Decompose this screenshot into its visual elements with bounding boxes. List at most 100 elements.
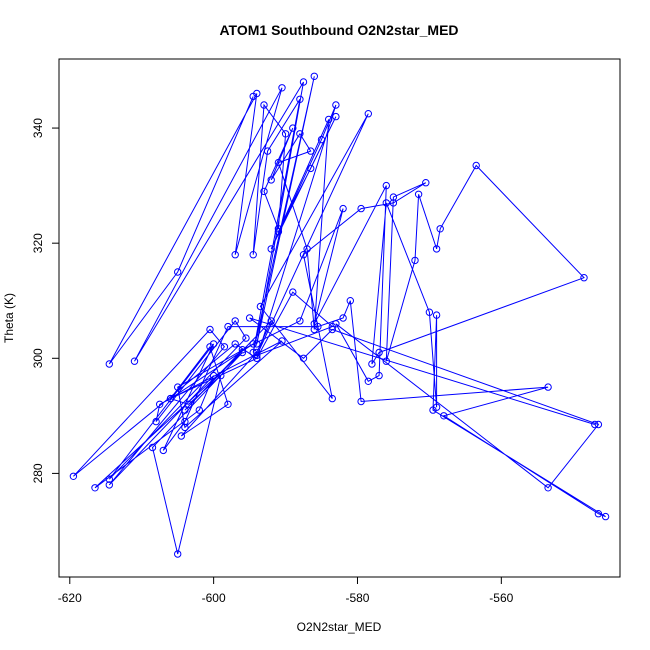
data-point <box>274 225 283 233</box>
data-point <box>289 288 297 296</box>
data-point <box>432 245 441 253</box>
y-axis: 280 300 320 340 <box>31 118 60 483</box>
data-point <box>238 348 247 357</box>
data-point <box>253 354 261 362</box>
data-point <box>307 164 315 173</box>
data-point <box>580 274 588 282</box>
data-point <box>174 268 182 276</box>
data-point <box>253 348 261 357</box>
x-tick-label: -620 <box>58 591 82 605</box>
data-point <box>296 95 304 104</box>
data-point <box>332 320 340 328</box>
data-point <box>209 371 218 380</box>
data-point <box>432 311 441 319</box>
data-point <box>69 472 78 480</box>
data-point <box>91 484 99 492</box>
x-axis-label: O2N2star_MED <box>297 620 382 634</box>
data-point <box>594 510 603 518</box>
data-point <box>411 256 419 265</box>
data-point <box>544 383 552 391</box>
data-point <box>253 340 261 348</box>
data-point <box>253 351 261 360</box>
y-tick-label: 300 <box>31 348 45 368</box>
data-point <box>195 406 204 414</box>
x-axis: -620 -600 -580 -560 <box>58 576 514 605</box>
data-point <box>224 322 232 331</box>
data-point <box>267 245 275 253</box>
data-point <box>242 334 250 342</box>
data-point <box>220 343 229 351</box>
data-point <box>206 343 214 351</box>
data-point <box>310 320 318 328</box>
data-point <box>339 314 347 322</box>
series-line <box>73 76 606 555</box>
data-point <box>299 78 308 86</box>
data-point <box>224 400 232 408</box>
data-point <box>238 346 247 354</box>
data-point <box>148 443 157 452</box>
data-point <box>382 357 390 365</box>
data-point <box>278 337 286 345</box>
data-point <box>245 314 254 322</box>
data-point <box>166 394 175 403</box>
y-axis-label: Theta (K) <box>2 293 16 343</box>
data-point <box>299 354 308 362</box>
chart-title: ATOM1 Southbound O2N2star_MED <box>219 22 458 38</box>
y-tick-label: 340 <box>31 118 45 138</box>
data-point <box>206 325 214 334</box>
data-point <box>375 348 383 357</box>
data-point <box>422 179 430 187</box>
data-point <box>296 130 304 138</box>
data-point <box>152 417 160 426</box>
data-point <box>325 115 333 124</box>
x-tick-label: -560 <box>489 591 513 605</box>
data-point <box>184 400 193 408</box>
data-point <box>332 101 340 109</box>
data-point <box>544 484 552 492</box>
data-point <box>601 512 610 521</box>
data-point <box>274 158 283 167</box>
y-tick-label: 280 <box>31 463 45 483</box>
data-point <box>332 112 340 121</box>
data-point <box>260 101 268 109</box>
data-point <box>472 161 480 170</box>
data-point <box>281 130 290 138</box>
data-point <box>414 190 423 199</box>
data-point <box>156 400 164 408</box>
data-point <box>594 420 603 429</box>
data-point <box>181 406 189 414</box>
y-tick-label: 320 <box>31 233 45 253</box>
data-point <box>364 377 372 385</box>
data-point <box>382 181 390 190</box>
data-point <box>105 360 114 368</box>
data-point <box>267 176 275 184</box>
data-point <box>267 317 275 325</box>
data-point <box>389 193 398 201</box>
data-point <box>368 360 376 368</box>
data-point <box>256 302 265 311</box>
data-point <box>429 406 437 414</box>
data-point <box>253 89 261 98</box>
data-point <box>310 72 318 81</box>
data-point <box>339 204 347 213</box>
x-tick-label: -580 <box>345 591 369 605</box>
data-point <box>375 371 383 380</box>
data-point <box>317 135 326 144</box>
data-point <box>177 432 186 440</box>
data-point <box>231 317 239 325</box>
data-point <box>181 417 189 426</box>
data-point <box>357 397 365 406</box>
data-point <box>436 225 444 233</box>
data-point <box>328 394 336 403</box>
data-point <box>174 383 182 391</box>
data-point <box>231 340 239 348</box>
data-point <box>274 228 283 236</box>
data-point <box>382 199 390 207</box>
data-point <box>105 475 114 483</box>
data-point <box>174 550 182 558</box>
data-point <box>425 308 434 316</box>
data-point <box>296 317 304 325</box>
data-point <box>389 199 398 207</box>
data-point <box>159 446 168 455</box>
